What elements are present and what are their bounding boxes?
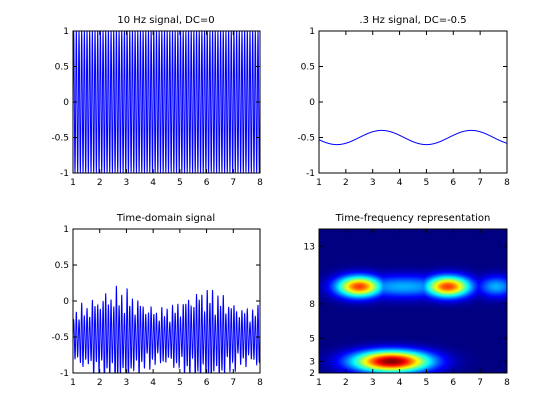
- y-tick-label: 0: [309, 98, 315, 108]
- plot-title: .3 Hz signal, DC=-0.5: [359, 15, 466, 26]
- x-tick-label: 6: [450, 178, 456, 188]
- x-tick-label: 1: [70, 178, 76, 188]
- y-tick-label: 0.5: [55, 261, 69, 271]
- x-tick-label: 6: [204, 378, 210, 388]
- x-tick-label: 3: [124, 178, 130, 188]
- y-tick-label: 1: [309, 27, 315, 37]
- y-tick-label: -1: [306, 169, 315, 179]
- x-tick-label: 4: [397, 378, 403, 388]
- series-line-10hz: [72, 30, 261, 174]
- x-tick-label: 2: [97, 178, 103, 188]
- x-tick-label: 1: [316, 378, 322, 388]
- x-tick-label: 7: [477, 378, 483, 388]
- x-tick-label: 8: [504, 178, 510, 188]
- tick-group: 1 2 3 4 5 6 7 8 -1 -0.5 0 0.5 1: [51, 27, 263, 188]
- x-tick-label: 1: [316, 178, 322, 188]
- series-line-03hz: [318, 129, 508, 146]
- x-tick-label: 4: [397, 178, 403, 188]
- x-tick-label: 6: [450, 378, 456, 388]
- heatmap-image: [319, 229, 507, 373]
- x-tick-label: 7: [477, 178, 483, 188]
- y-tick-label: -0.5: [51, 333, 69, 343]
- tick-group: 1 2 3 4 5 6 7 8 -1 -0.5 0 0.5 1: [297, 27, 510, 188]
- y-tick-label: -1: [60, 369, 69, 379]
- y-tick-label: 0: [63, 98, 69, 108]
- axes-frame: [318, 228, 508, 374]
- y-tick-label: 8: [309, 300, 315, 310]
- y-tick-label: 1: [63, 225, 69, 235]
- x-tick-label: 4: [150, 378, 156, 388]
- x-tick-label: 7: [230, 178, 236, 188]
- x-tick-label: 6: [204, 178, 210, 188]
- series-line-time-domain: [72, 285, 261, 374]
- x-tick-label: 2: [343, 378, 349, 388]
- x-tick-label: 1: [70, 378, 76, 388]
- y-tick-label: -0.5: [51, 134, 69, 144]
- y-tick-label: 0.5: [301, 63, 315, 73]
- x-tick-label: 7: [230, 378, 236, 388]
- x-tick-label: 5: [424, 178, 430, 188]
- y-tick-label: 0: [63, 297, 69, 307]
- plot-title: Time-frequency representation: [335, 213, 491, 224]
- y-tick-label: 13: [304, 242, 315, 252]
- x-tick-label: 3: [370, 178, 376, 188]
- y-tick-label: 0.5: [55, 63, 69, 73]
- tick-group: 1 2 3 4 5 6 7 8 -1 -0.5 0 0.5 1: [51, 225, 263, 388]
- x-tick-label: 8: [504, 378, 510, 388]
- y-tick-label: -0.5: [297, 134, 315, 144]
- x-tick-label: 3: [370, 378, 376, 388]
- x-tick-label: 8: [257, 378, 263, 388]
- subplot-top-left: 10 Hz signal, DC=0 1 2 3 4 5 6 7 8 -1 -0.5 0 0.5 1: [51, 15, 263, 188]
- x-tick-label: 5: [177, 378, 183, 388]
- x-tick-label: 4: [150, 178, 156, 188]
- subplot-bottom-right: Time-frequency representation 1 2 3 4 5 6 7 823…: [304, 213, 511, 388]
- x-tick-label: 3: [124, 378, 130, 388]
- plot-title: Time-domain signal: [116, 213, 215, 224]
- plot-title: 10 Hz signal, DC=0: [117, 15, 214, 26]
- x-tick-label: 2: [97, 378, 103, 388]
- y-tick-label: 1: [63, 27, 69, 37]
- y-tick-label: 3: [309, 357, 315, 367]
- y-tick-label: -1: [60, 169, 69, 179]
- y-tick-label: 5: [309, 334, 315, 344]
- x-tick-label: 5: [177, 178, 183, 188]
- subplot-top-right: .3 Hz signal, DC=-0.5 1 2 3 4 5 6 7 8 -1 -0.5 0 0.5…: [297, 15, 510, 188]
- x-tick-label: 8: [257, 178, 263, 188]
- subplot-bottom-left: Time-domain signal 1 2 3 4 5 6 7 8 -1 -0.5 0 0.5 1: [51, 213, 263, 388]
- x-tick-label: 2: [343, 178, 349, 188]
- y-tick-label: 2: [309, 369, 315, 379]
- axes-frame: [318, 30, 508, 174]
- x-tick-label: 5: [424, 378, 430, 388]
